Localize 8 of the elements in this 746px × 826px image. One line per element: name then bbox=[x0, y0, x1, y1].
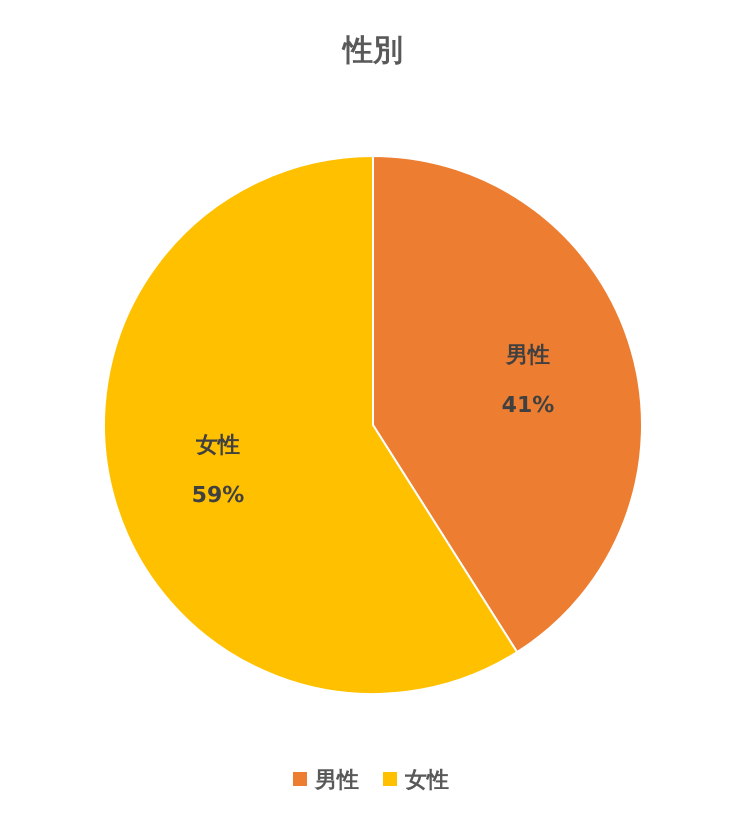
slice-label: 女性 bbox=[195, 433, 240, 458]
chart-title: 性別 bbox=[341, 33, 403, 68]
slice-label: 男性 bbox=[504, 342, 550, 368]
slice: 男性 41% bbox=[372, 155, 643, 654]
data-label: 59% bbox=[192, 483, 244, 508]
data-label: 41% bbox=[502, 392, 554, 418]
legend-label: 女性 bbox=[404, 768, 449, 793]
legend-label: 男性 bbox=[314, 768, 359, 793]
